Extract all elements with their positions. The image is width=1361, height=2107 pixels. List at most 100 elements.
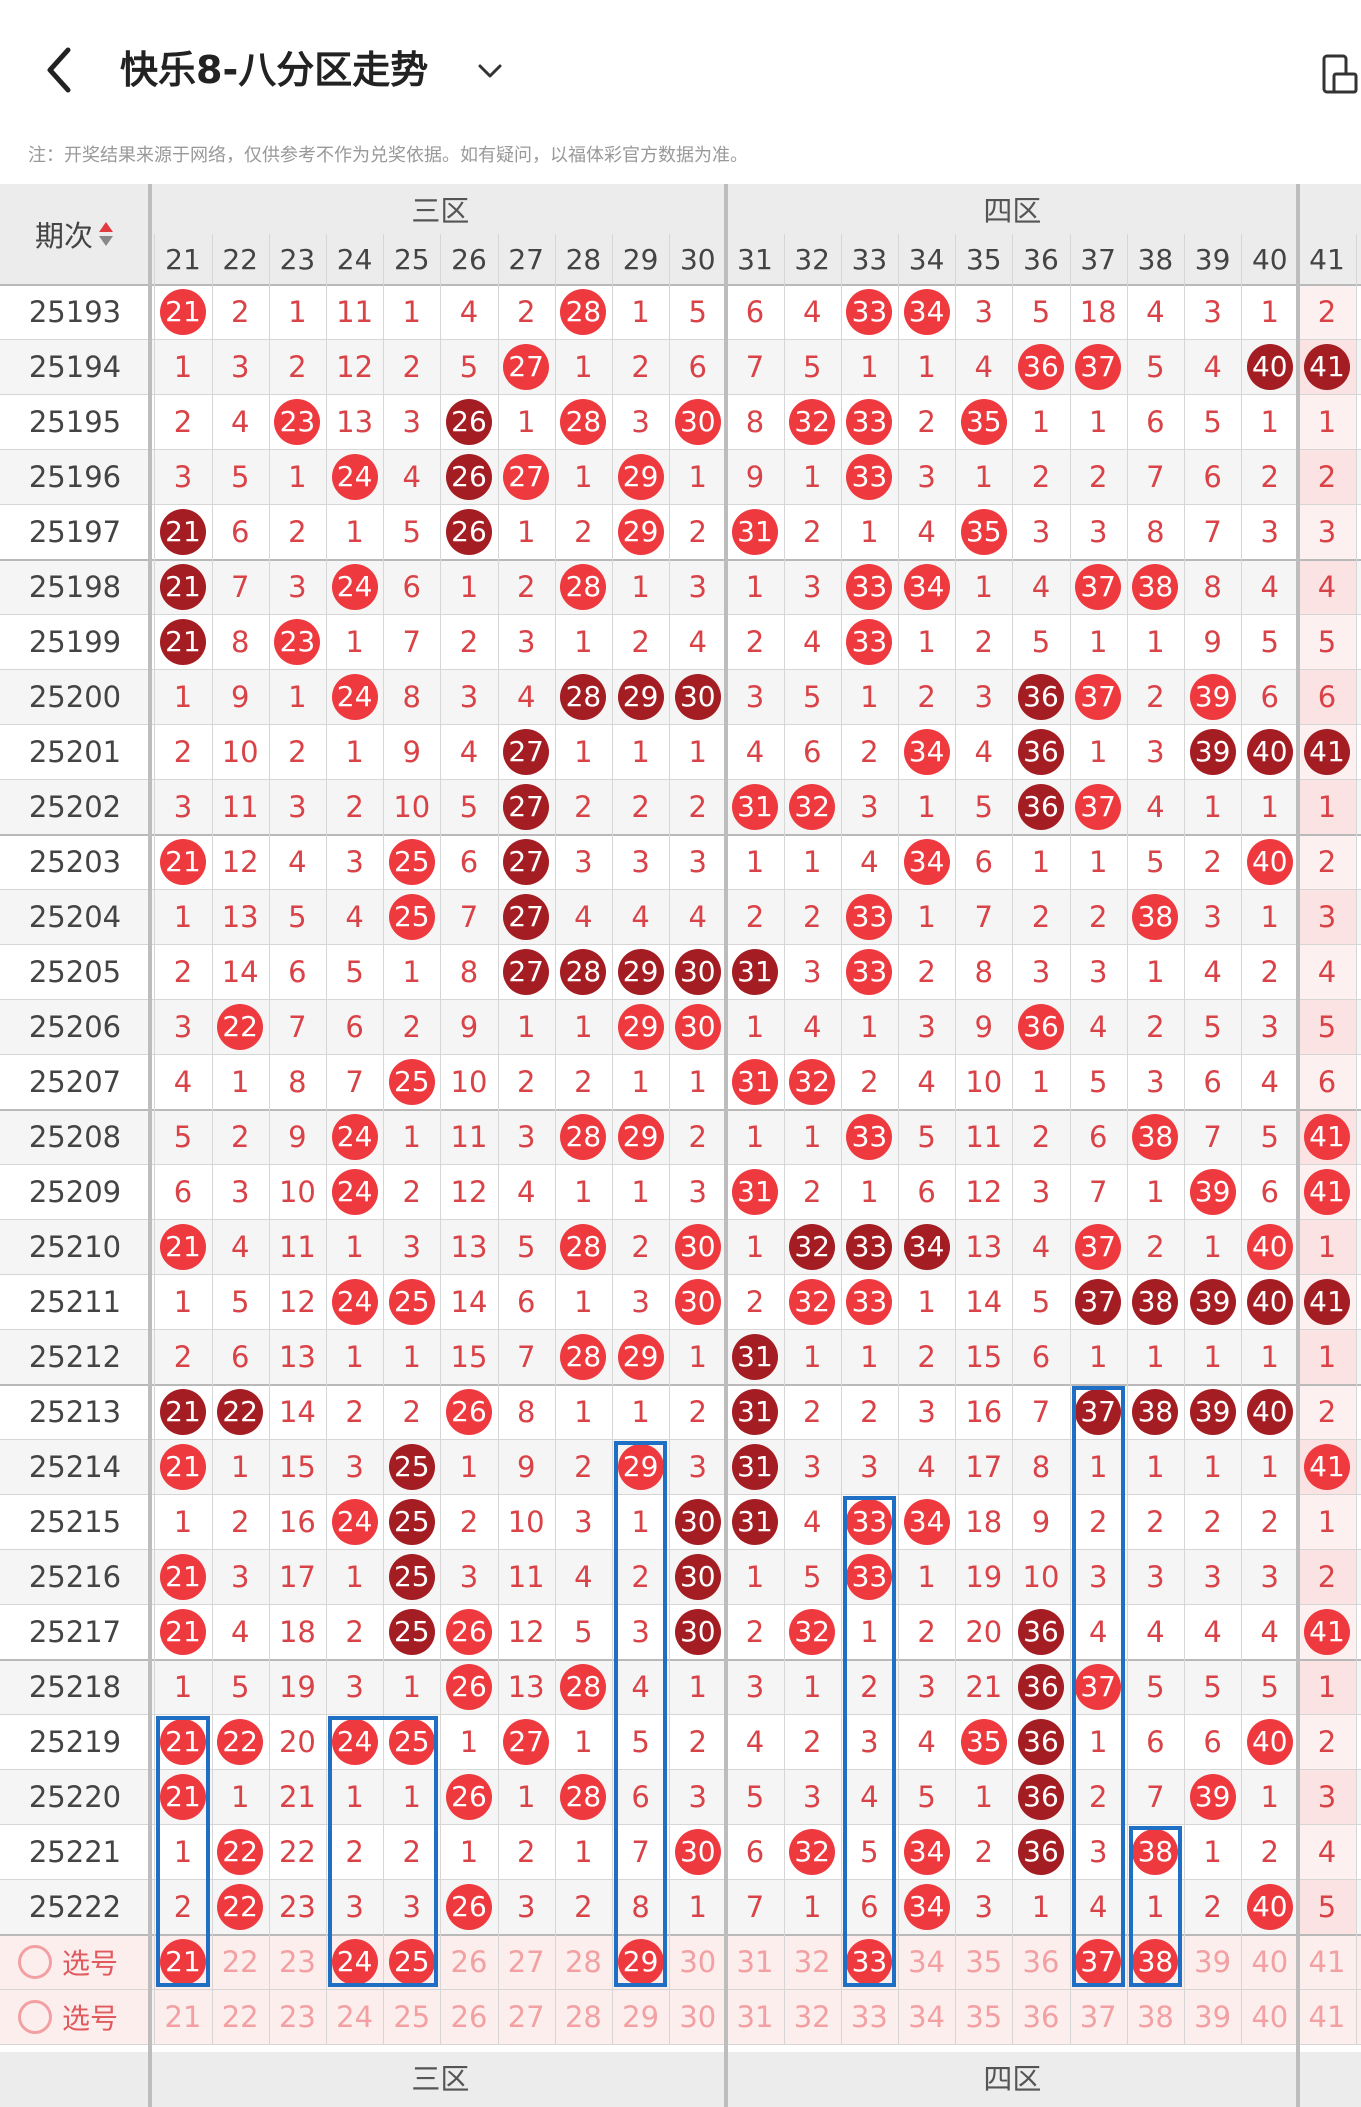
table-cell: 15: [955, 1329, 1012, 1384]
miss-count: 22: [278, 1834, 316, 1869]
selection-number[interactable]: 32: [793, 1999, 831, 2034]
column-divider: [1012, 234, 1014, 2044]
selection-number[interactable]: 31: [736, 1944, 774, 1979]
selected-number-ball[interactable]: 38: [1132, 1938, 1179, 1985]
selection-number[interactable]: 30: [679, 1944, 717, 1979]
repeat-number-ball: 27: [503, 948, 550, 995]
selection-number[interactable]: 29: [622, 1999, 660, 2034]
selection-number[interactable]: 29: [612, 1934, 669, 1989]
selected-number-ball[interactable]: 33: [846, 1938, 893, 1985]
selection-row-label[interactable]: 选号: [0, 1934, 150, 1989]
table-cell: 3: [669, 1164, 726, 1219]
selection-number[interactable]: 37: [1079, 1999, 1117, 2034]
selection-number[interactable]: 23: [278, 1944, 316, 1979]
selection-number[interactable]: 23: [278, 1999, 316, 2034]
table-cell: 4: [784, 284, 841, 339]
table-cell: 3: [212, 339, 269, 394]
selected-number-ball[interactable]: 29: [617, 1938, 664, 1985]
table-cell: 1: [1127, 944, 1184, 999]
hit-number-ball: 34: [903, 728, 950, 775]
selection-number[interactable]: 33: [850, 1999, 888, 2034]
radio-icon[interactable]: [18, 1999, 52, 2034]
device-toggle-button[interactable]: [1320, 52, 1360, 98]
selection-number[interactable]: 26: [450, 1944, 488, 1979]
selected-number-ball[interactable]: 24: [331, 1938, 378, 1985]
miss-count: 5: [1260, 1669, 1279, 1704]
table-cell: 1: [955, 449, 1012, 504]
selection-number[interactable]: 27: [507, 1999, 545, 2034]
table-cell: 1: [440, 559, 497, 614]
table-cell: 1: [841, 999, 898, 1054]
hit-number-ball: 21: [159, 1553, 206, 1600]
selected-number-ball[interactable]: 21: [159, 1938, 206, 1985]
miss-count: 3: [631, 404, 650, 439]
selection-number[interactable]: 21: [154, 1934, 211, 1989]
column-divider: [1069, 234, 1071, 2044]
selection-number[interactable]: 34: [908, 1944, 946, 1979]
selection-number[interactable]: 32: [793, 1944, 831, 1979]
table-cell: 9: [383, 724, 440, 779]
table-cell: 1: [1127, 1164, 1184, 1219]
selection-number[interactable]: 21: [164, 1999, 202, 2034]
selection-number[interactable]: 34: [908, 1999, 946, 2034]
miss-count: 5: [516, 1229, 536, 1264]
hit-number-ball: 25: [388, 1718, 435, 1765]
selection-number[interactable]: 38: [1136, 1999, 1174, 2034]
table-cell: 2: [154, 1879, 211, 1934]
title-dropdown-button[interactable]: [475, 56, 505, 86]
selection-number[interactable]: 24: [326, 1934, 383, 1989]
repeat-number-ball: 36: [1017, 1608, 1064, 1655]
selection-number[interactable]: 39: [1194, 1944, 1232, 1979]
table-cell: 1: [154, 1494, 211, 1549]
selection-number[interactable]: 41: [1308, 1944, 1346, 1979]
selection-number[interactable]: 41: [1308, 1999, 1346, 2034]
page-title[interactable]: 快乐8-八分区走势: [120, 48, 429, 92]
selection-number[interactable]: 24: [336, 1999, 374, 2034]
miss-count: 2: [516, 294, 536, 329]
selection-number[interactable]: 37: [1070, 1934, 1127, 1989]
radio-icon[interactable]: [18, 1944, 52, 1979]
selection-number[interactable]: 22: [221, 1999, 259, 2034]
selection-number[interactable]: 36: [1022, 1944, 1060, 1979]
selection-number[interactable]: 39: [1194, 1999, 1232, 2034]
selection-number[interactable]: 38: [1127, 1934, 1184, 1989]
selection-number[interactable]: 40: [1251, 1999, 1289, 2034]
selection-number[interactable]: 33: [841, 1934, 898, 1989]
selected-number-ball[interactable]: 25: [388, 1938, 435, 1985]
table-cell: 28: [555, 944, 612, 999]
selection-number[interactable]: 36: [1022, 1999, 1060, 2034]
selection-row-label[interactable]: 选号: [0, 1989, 150, 2044]
selection-number[interactable]: 40: [1251, 1944, 1289, 1979]
selection-number[interactable]: 25: [383, 1934, 440, 1989]
miss-count: 1: [402, 954, 421, 989]
table-cell: 6: [1298, 1054, 1356, 1109]
table-cell: 40: [1241, 339, 1298, 394]
miss-count: 1: [745, 569, 765, 604]
column-number-header: 32: [783, 234, 841, 284]
selection-number[interactable]: 31: [736, 1999, 774, 2034]
selection-number[interactable]: 25: [393, 1999, 431, 2034]
miss-count: 2: [974, 1834, 993, 1869]
selection-number[interactable]: 26: [450, 1999, 488, 2034]
selection-number[interactable]: 22: [221, 1944, 259, 1979]
miss-count: 2: [745, 899, 765, 934]
selection-number[interactable]: 28: [564, 1999, 602, 2034]
table-cell: 1: [555, 999, 612, 1054]
selection-number[interactable]: 35: [965, 1999, 1003, 2034]
sort-icon[interactable]: [97, 219, 115, 249]
miss-count: 1: [1317, 404, 1337, 439]
miss-count: 4: [1260, 569, 1279, 604]
selected-number-ball[interactable]: 37: [1075, 1938, 1122, 1985]
selection-number[interactable]: 28: [564, 1944, 602, 1979]
device-icon: [1322, 54, 1358, 94]
table-cell: 8: [212, 614, 269, 669]
table-cell: 1: [1184, 779, 1241, 834]
selection-number[interactable]: 27: [507, 1944, 545, 1979]
issue-column-header[interactable]: 期次: [0, 184, 150, 284]
table-cell: 2: [1241, 1824, 1298, 1879]
table-cell: 2: [1070, 1769, 1127, 1824]
back-button[interactable]: [40, 44, 84, 96]
repeat-number-ball: 40: [1246, 1388, 1293, 1435]
selection-number[interactable]: 35: [965, 1944, 1003, 1979]
selection-number[interactable]: 30: [679, 1999, 717, 2034]
